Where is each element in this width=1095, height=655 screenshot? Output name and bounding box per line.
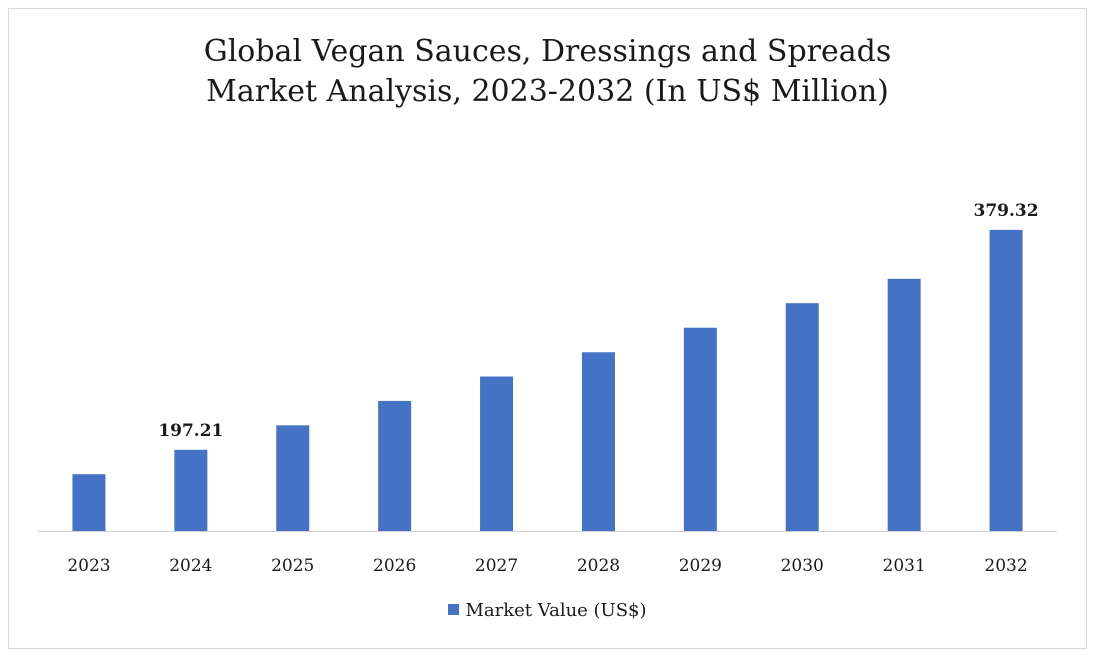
bar-2030 <box>785 303 819 531</box>
legend-swatch <box>448 604 460 615</box>
data-label-2024: 197.21 <box>158 421 223 441</box>
x-tick-label-2032: 2032 <box>984 556 1027 576</box>
bar-2027 <box>480 376 514 531</box>
bar-2024 <box>174 449 208 531</box>
chart-title-line-1: Global Vegan Sauces, Dressings and Sprea… <box>203 34 892 69</box>
bar-2028 <box>581 352 615 531</box>
x-tick-label-2028: 2028 <box>577 556 620 576</box>
legend-label: Market Value (US$) <box>465 600 647 621</box>
chart-legend: Market Value (US$) <box>0 600 1095 621</box>
x-tick-label-2030: 2030 <box>781 556 824 576</box>
bar-2031 <box>887 278 921 531</box>
x-tick-label-2026: 2026 <box>373 556 416 576</box>
bar-2029 <box>683 327 717 531</box>
chart-title: Global Vegan Sauces, Dressings and Sprea… <box>0 32 1095 112</box>
bar-2026 <box>378 400 412 531</box>
x-tick-label-2023: 2023 <box>67 556 110 576</box>
x-tick-label-2027: 2027 <box>475 556 518 576</box>
data-label-2032: 379.32 <box>974 201 1039 221</box>
x-tick-label-2031: 2031 <box>883 556 926 576</box>
bar-2025 <box>276 425 310 531</box>
x-tick-label-2024: 2024 <box>169 556 212 576</box>
x-tick-label-2025: 2025 <box>271 556 314 576</box>
x-tick-label-2029: 2029 <box>679 556 722 576</box>
chart-title-line-2: Market Analysis, 2023-2032 (In US$ Milli… <box>206 74 889 109</box>
bar-2032 <box>989 229 1023 532</box>
bar-2023 <box>72 474 106 531</box>
